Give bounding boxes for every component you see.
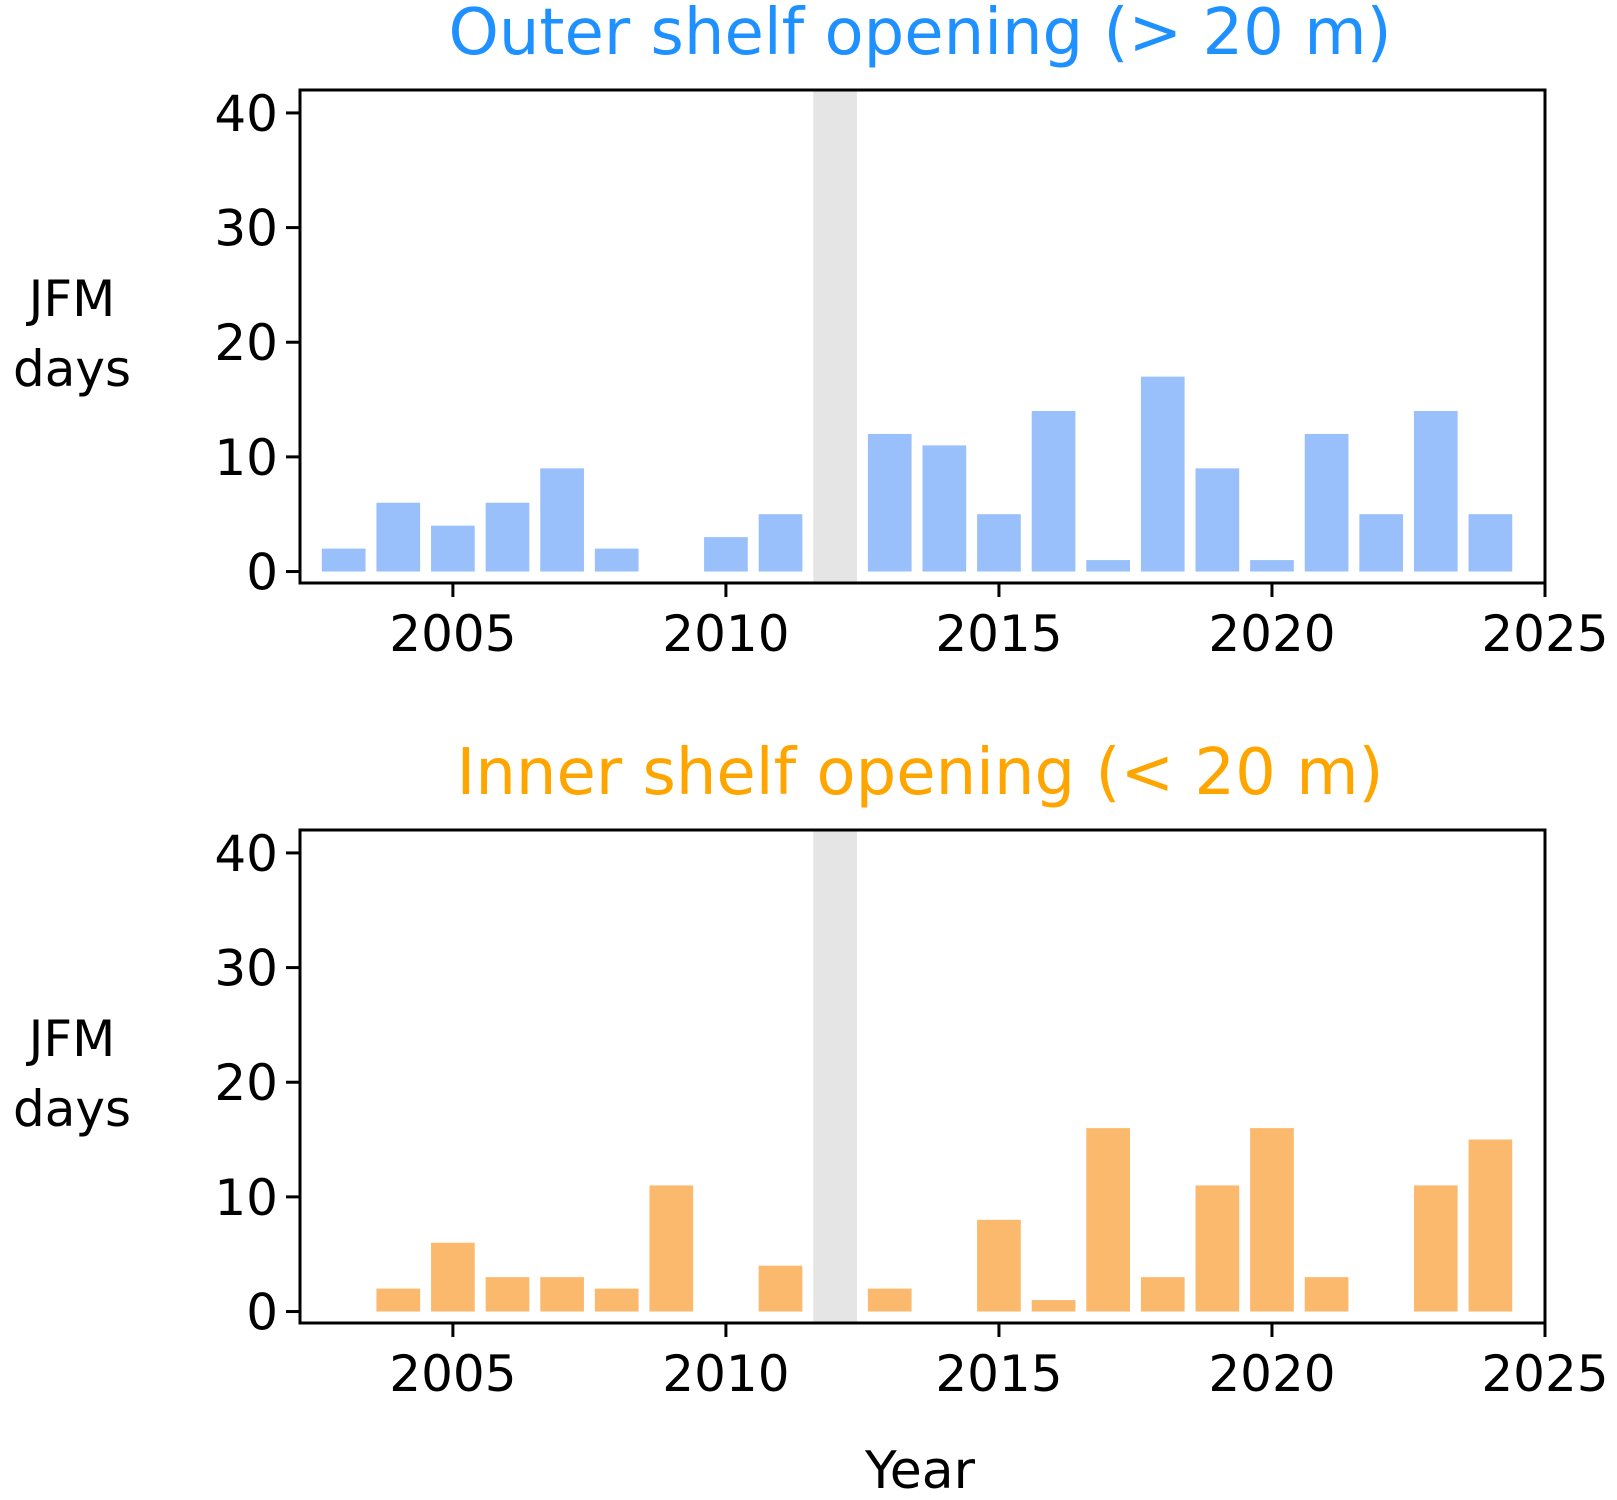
- y-tick-label: 20: [214, 1054, 278, 1112]
- bar-2003: [321, 548, 366, 572]
- y-tick-label: 30: [214, 940, 278, 998]
- bar-2019: [1195, 1185, 1240, 1312]
- shaded-span: [813, 90, 857, 583]
- bar-series: [376, 1128, 1513, 1312]
- bar-2011: [758, 514, 803, 572]
- x-ticks: 2005 2010 2015 2020 2025: [389, 1323, 1609, 1403]
- bar-2007: [540, 468, 584, 572]
- x-tick-label: 2025: [1481, 1345, 1608, 1403]
- bar-2022: [1359, 514, 1404, 572]
- x-tick-label: 2015: [935, 1345, 1062, 1403]
- y-axis-label-line-1: JFM: [26, 270, 116, 328]
- shaded-gap: [813, 90, 857, 583]
- x-tick-label: 2005: [389, 1345, 516, 1403]
- y-axis-label-line-2: days: [13, 1080, 131, 1138]
- bar-2021: [1304, 433, 1349, 572]
- y-tick-label: 10: [214, 1169, 278, 1227]
- bar-2014: [922, 445, 967, 572]
- bar-2015: [977, 1219, 1021, 1312]
- bar-2020: [1250, 1128, 1294, 1312]
- bar-2020: [1250, 560, 1294, 572]
- bar-2010: [704, 537, 748, 572]
- y-ticks: 0 10 20 30 40: [214, 85, 300, 602]
- bar-2004: [376, 502, 421, 572]
- y-axis-label-line-2: days: [13, 340, 131, 398]
- y-tick-label: 40: [214, 825, 278, 883]
- bar-2023: [1413, 1185, 1458, 1312]
- bar-2006: [485, 502, 530, 572]
- bar-2019: [1195, 468, 1240, 572]
- bar-2007: [540, 1277, 584, 1312]
- plot-frame: [298, 828, 1547, 1325]
- bar-2009: [649, 1185, 694, 1312]
- y-tick-label: 10: [214, 429, 278, 487]
- y-axis-label-line-1: JFM: [26, 1010, 116, 1068]
- bar-2024: [1468, 1139, 1513, 1312]
- bar-2015: [977, 514, 1021, 572]
- bar-2018: [1140, 1277, 1185, 1312]
- x-tick-label: 2020: [1208, 605, 1335, 663]
- x-tick-label: 2015: [935, 605, 1062, 663]
- bar-2013: [867, 1288, 912, 1312]
- bar-2016: [1031, 411, 1076, 572]
- x-tick-label: 2010: [662, 605, 789, 663]
- bar-2023: [1413, 411, 1458, 572]
- y-tick-label: 0: [246, 1284, 278, 1342]
- shaded-gap: [813, 830, 857, 1323]
- x-ticks: 2005 2010 2015 2020 2025: [389, 583, 1609, 663]
- bar-2008: [594, 548, 639, 572]
- y-tick-label: 20: [214, 314, 278, 372]
- bar-2016: [1031, 1300, 1076, 1312]
- x-tick-label: 2025: [1481, 605, 1608, 663]
- shaded-span: [813, 830, 857, 1323]
- y-tick-label: 0: [246, 544, 278, 602]
- bar-2013: [867, 433, 912, 572]
- y-tick-label: 30: [214, 200, 278, 258]
- x-tick-label: 2005: [389, 605, 516, 663]
- bar-2005: [431, 1242, 475, 1312]
- plot-frame: [298, 88, 1547, 585]
- chart-title: Outer shelf opening (> 20 m): [448, 0, 1391, 70]
- bar-2017: [1086, 560, 1130, 572]
- x-tick-label: 2020: [1208, 1345, 1335, 1403]
- bar-2017: [1086, 1128, 1130, 1312]
- bar-2021: [1304, 1277, 1349, 1312]
- inner-shelf-panel: Inner shelf opening (< 20 m) JFM days 0 1…: [13, 736, 1609, 1500]
- x-tick-label: 2010: [662, 1345, 789, 1403]
- bar-2024: [1468, 514, 1513, 572]
- bar-2011: [758, 1265, 803, 1312]
- x-axis-label: Year: [864, 1441, 976, 1500]
- outer-shelf-panel: Outer shelf opening (> 20 m) JFM days 0 1…: [13, 0, 1609, 663]
- bar-2004: [376, 1288, 421, 1312]
- chart-title: Inner shelf opening (< 20 m): [456, 736, 1383, 810]
- y-ticks: 0 10 20 30 40: [214, 825, 300, 1342]
- bar-2018: [1140, 376, 1185, 572]
- bar-series: [321, 376, 1513, 572]
- bar-2006: [485, 1277, 530, 1312]
- bar-2005: [431, 525, 475, 572]
- y-tick-label: 40: [214, 85, 278, 143]
- bar-2008: [594, 1288, 639, 1312]
